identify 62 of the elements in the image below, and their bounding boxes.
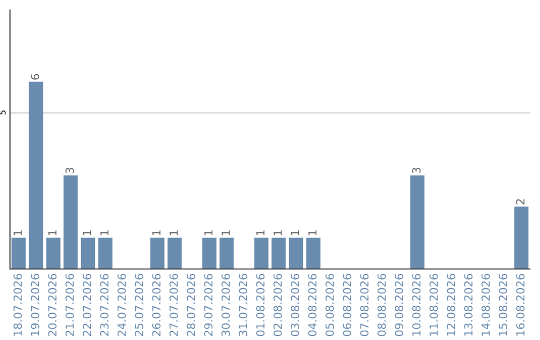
x-tick-label: 14.08.2026 (481, 274, 490, 336)
bar (220, 238, 234, 269)
x-tick-label: 05.08.2026 (325, 274, 334, 336)
x-tick-label: 16.08.2026 (516, 274, 525, 336)
bar (168, 238, 182, 269)
data-label: 1 (14, 230, 22, 236)
x-tick-label: 19.07.2026 (30, 274, 40, 336)
x-tick-label: 13.08.2026 (464, 274, 473, 336)
data-label: 2 (516, 199, 524, 204)
bar (306, 238, 320, 269)
data-label: 1 (170, 230, 178, 236)
x-tick-label: 25.07.2026 (134, 274, 144, 336)
x-tick-label: 06.08.2026 (342, 274, 352, 336)
bar (202, 238, 216, 269)
x-tick-label: 27.07.2026 (169, 274, 178, 336)
x-tick-label: 20.07.2026 (48, 274, 57, 336)
x-tick-label: 28.07.2026 (186, 274, 196, 336)
bar (28, 82, 44, 269)
data-label: 1 (256, 230, 264, 236)
bar (514, 206, 528, 269)
bar (64, 175, 78, 269)
data-label: 1 (204, 230, 212, 236)
x-tick-label: 11.08.2026 (429, 274, 438, 336)
x-tick-label: 26.07.2026 (152, 274, 161, 336)
bar (12, 238, 26, 269)
x-tick-label: 22.07.2026 (82, 274, 92, 336)
x-tick-label: 07.08.2026 (360, 274, 369, 336)
x-tick-label: 23.07.2026 (100, 274, 109, 336)
bar (272, 238, 286, 269)
data-label: 1 (82, 230, 92, 236)
x-tick-label: 24.07.2026 (117, 274, 126, 336)
bar (46, 238, 60, 269)
data-label: 6 (30, 74, 40, 80)
bar (98, 238, 112, 269)
x-tick-label: 12.08.2026 (446, 274, 456, 336)
x-tick-label: 15.08.2026 (498, 274, 508, 336)
bar (288, 238, 304, 269)
x-tick-label: 31.07.2026 (238, 274, 248, 336)
x-tick-label: 01.08.2026 (256, 274, 265, 336)
x-tick-label: 21.07.2026 (65, 274, 74, 336)
x-tick-label: 10.08.2026 (412, 274, 421, 336)
data-label: 3 (412, 168, 421, 174)
data-label: 1 (290, 230, 300, 236)
bar (410, 175, 424, 269)
x-tick-label: 30.07.2026 (221, 274, 230, 336)
data-label: 1 (308, 230, 316, 236)
bar (150, 238, 164, 269)
data-label: 1 (274, 230, 282, 236)
bar (254, 238, 268, 269)
x-tick-label: 02.08.2026 (273, 274, 282, 336)
x-tick-label: 03.08.2026 (290, 274, 300, 336)
x-tick-label: 08.08.2026 (377, 274, 386, 336)
data-label: 1 (100, 230, 108, 236)
bar (80, 238, 96, 269)
x-tick-label: 04.08.2026 (308, 274, 317, 336)
x-tick-label: 18.07.2026 (13, 274, 22, 336)
x-tick-label: 29.07.2026 (204, 274, 213, 336)
data-label: 1 (222, 230, 230, 236)
x-tick-label: 09.08.2026 (394, 274, 404, 336)
data-label: 3 (65, 168, 74, 174)
data-label: 1 (152, 230, 160, 236)
data-label: 1 (48, 230, 56, 236)
